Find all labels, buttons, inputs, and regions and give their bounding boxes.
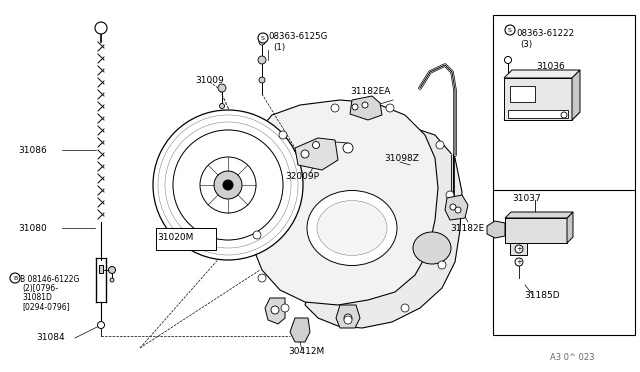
Text: 31086: 31086 bbox=[18, 145, 47, 154]
Circle shape bbox=[386, 104, 394, 112]
Circle shape bbox=[281, 304, 289, 312]
Text: 31084: 31084 bbox=[36, 334, 65, 343]
Circle shape bbox=[258, 33, 268, 43]
Circle shape bbox=[109, 266, 115, 273]
Circle shape bbox=[362, 102, 368, 108]
Bar bbox=[156, 228, 216, 250]
Circle shape bbox=[561, 112, 567, 118]
Circle shape bbox=[173, 130, 283, 240]
Text: (3): (3) bbox=[520, 39, 532, 48]
Text: B: B bbox=[13, 276, 17, 280]
Text: 31009: 31009 bbox=[195, 76, 224, 84]
Text: [0294-0796]: [0294-0796] bbox=[22, 302, 70, 311]
Polygon shape bbox=[510, 243, 527, 255]
Polygon shape bbox=[567, 212, 573, 243]
Polygon shape bbox=[445, 195, 468, 220]
Text: 32009P: 32009P bbox=[285, 171, 319, 180]
Circle shape bbox=[220, 103, 225, 109]
Text: 31098Z: 31098Z bbox=[384, 154, 419, 163]
Circle shape bbox=[436, 141, 444, 149]
Bar bbox=[99, 265, 103, 273]
Circle shape bbox=[97, 321, 104, 328]
Polygon shape bbox=[336, 305, 360, 328]
Circle shape bbox=[258, 56, 266, 64]
Circle shape bbox=[344, 316, 352, 324]
Text: 08363-61222: 08363-61222 bbox=[516, 29, 574, 38]
Polygon shape bbox=[504, 78, 572, 120]
Circle shape bbox=[258, 274, 266, 282]
Circle shape bbox=[10, 273, 20, 283]
Text: 31182E: 31182E bbox=[450, 224, 484, 232]
Polygon shape bbox=[350, 96, 382, 120]
Circle shape bbox=[223, 180, 233, 190]
Circle shape bbox=[153, 110, 303, 260]
Polygon shape bbox=[505, 218, 567, 243]
Polygon shape bbox=[572, 70, 580, 120]
Ellipse shape bbox=[413, 232, 451, 264]
Circle shape bbox=[259, 39, 265, 45]
Text: (1): (1) bbox=[273, 42, 285, 51]
Text: 30412M: 30412M bbox=[288, 347, 324, 356]
Bar bbox=[508, 110, 568, 118]
Polygon shape bbox=[487, 221, 505, 238]
Circle shape bbox=[301, 150, 309, 158]
Circle shape bbox=[343, 143, 353, 153]
Bar bbox=[510, 86, 535, 102]
Circle shape bbox=[110, 278, 114, 282]
Text: S: S bbox=[508, 28, 512, 32]
Circle shape bbox=[312, 141, 319, 148]
Polygon shape bbox=[250, 100, 438, 305]
Circle shape bbox=[253, 231, 261, 239]
Circle shape bbox=[438, 261, 446, 269]
Circle shape bbox=[200, 157, 256, 213]
Text: 31020M: 31020M bbox=[157, 232, 193, 241]
Text: (2)[0796-: (2)[0796- bbox=[22, 285, 58, 294]
Circle shape bbox=[214, 171, 242, 199]
Text: 31037: 31037 bbox=[512, 193, 541, 202]
Bar bbox=[493, 15, 635, 335]
Text: 08363-6125G: 08363-6125G bbox=[268, 32, 328, 41]
Text: B 08146-6122G: B 08146-6122G bbox=[20, 276, 79, 285]
Polygon shape bbox=[290, 318, 310, 342]
Text: A3 0^ 023: A3 0^ 023 bbox=[550, 353, 595, 362]
Circle shape bbox=[504, 57, 511, 64]
Text: 31182EA: 31182EA bbox=[350, 87, 390, 96]
Circle shape bbox=[505, 25, 515, 35]
Polygon shape bbox=[295, 138, 338, 170]
Text: 31081D: 31081D bbox=[22, 294, 52, 302]
Text: +: + bbox=[516, 246, 522, 252]
Circle shape bbox=[344, 314, 352, 322]
Polygon shape bbox=[504, 112, 580, 120]
Circle shape bbox=[218, 84, 226, 92]
Circle shape bbox=[455, 207, 461, 213]
Circle shape bbox=[450, 204, 456, 210]
Text: 31080: 31080 bbox=[18, 224, 47, 232]
Circle shape bbox=[401, 304, 409, 312]
Circle shape bbox=[95, 22, 107, 34]
Circle shape bbox=[446, 191, 454, 199]
Circle shape bbox=[515, 245, 523, 253]
Text: 31185D: 31185D bbox=[524, 292, 559, 301]
Polygon shape bbox=[305, 125, 462, 328]
Polygon shape bbox=[505, 212, 573, 218]
Text: S: S bbox=[261, 35, 265, 41]
Text: 31036: 31036 bbox=[536, 61, 564, 71]
Circle shape bbox=[352, 104, 358, 110]
Polygon shape bbox=[504, 70, 580, 78]
Ellipse shape bbox=[307, 190, 397, 266]
Circle shape bbox=[259, 77, 265, 83]
Circle shape bbox=[331, 104, 339, 112]
Polygon shape bbox=[265, 298, 285, 324]
Circle shape bbox=[271, 306, 279, 314]
Circle shape bbox=[515, 258, 523, 266]
Text: +: + bbox=[516, 259, 522, 265]
Ellipse shape bbox=[317, 201, 387, 256]
Circle shape bbox=[279, 131, 287, 139]
